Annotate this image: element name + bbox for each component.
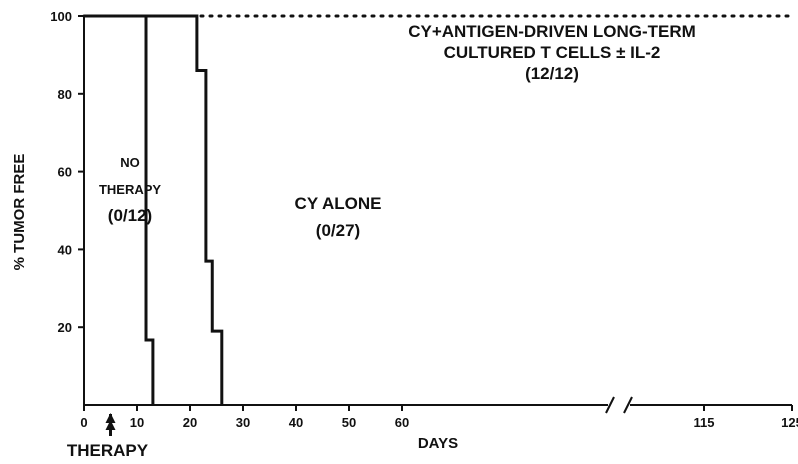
label-no-therapy: NO THERAPY (0/12) <box>99 155 161 225</box>
label-cy-antigen-t-cells-line: CY+ANTIGEN-DRIVEN LONG-TERM <box>408 22 696 41</box>
x-tick-label: 30 <box>236 415 250 430</box>
y-axis-label: % TUMOR FREE <box>11 154 28 271</box>
x-tick-label: 20 <box>183 415 197 430</box>
annotations: NO THERAPY (0/12) CY ALONE (0/27) CY+ANTIGEN-… <box>67 22 696 460</box>
axes <box>83 16 792 414</box>
ticks: 0 10 20 30 40 50 60 115 125 20 40 60 80 100 <box>50 9 798 430</box>
y-tick-label: 20 <box>58 320 72 335</box>
x-tick-label: 50 <box>342 415 356 430</box>
label-cy-alone: CY ALONE (0/27) <box>295 194 382 240</box>
x-tick-label: 40 <box>289 415 303 430</box>
label-cy-alone-line: CY ALONE <box>295 194 382 213</box>
series-cy-alone <box>84 14 224 405</box>
x-tick-label: 10 <box>130 415 144 430</box>
x-axis-label: DAYS <box>418 435 458 452</box>
therapy-arrow-icon <box>105 413 116 436</box>
label-no-therapy-line: THERAPY <box>99 182 161 197</box>
label-cy-antigen-t-cells-line: CULTURED T CELLS ± IL-2 <box>444 43 661 62</box>
y-tick-label: 60 <box>58 165 72 180</box>
y-tick-label: 40 <box>58 242 72 257</box>
y-tick-label: 80 <box>58 87 72 102</box>
label-cy-alone-line: (0/27) <box>316 221 360 240</box>
axis-break-mark <box>623 396 633 414</box>
y-tick-label: 100 <box>50 9 72 24</box>
label-no-therapy-line: (0/12) <box>108 206 152 225</box>
axis-break-mark <box>605 396 615 414</box>
series-layer <box>82 14 794 405</box>
therapy-label: THERAPY <box>67 441 149 460</box>
label-cy-antigen-t-cells: CY+ANTIGEN-DRIVEN LONG-TERM CULTURED T CE… <box>408 22 696 83</box>
therapy-arrow-head <box>105 420 116 430</box>
label-cy-antigen-t-cells-line: (12/12) <box>525 64 579 83</box>
x-tick-label: 115 <box>694 415 715 430</box>
x-tick-label: 125 <box>781 415 798 430</box>
x-tick-label: 0 <box>80 415 87 430</box>
x-tick-label: 60 <box>395 415 409 430</box>
therapy-arrow-head <box>105 413 116 423</box>
label-no-therapy-line: NO <box>120 155 140 170</box>
